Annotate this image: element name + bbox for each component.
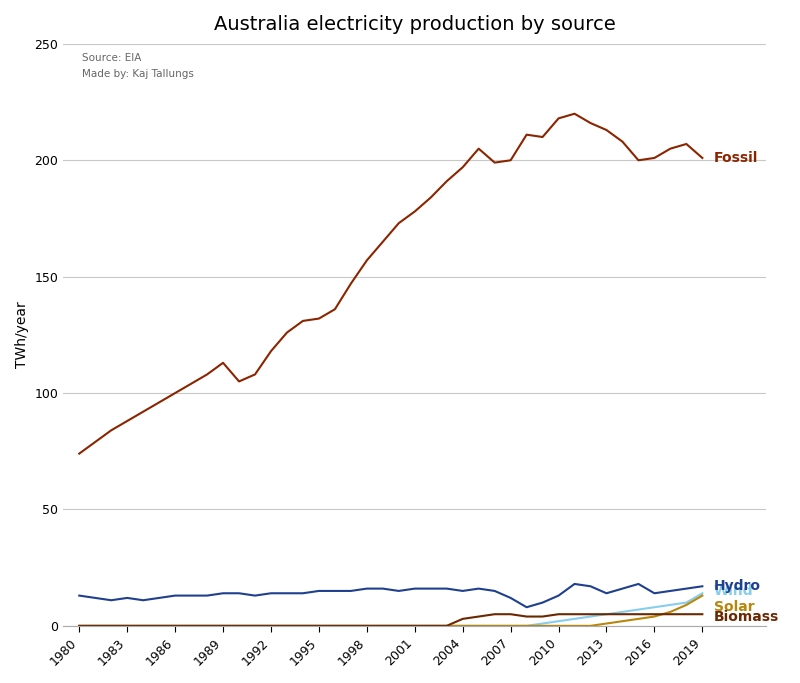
Text: Wind: Wind [714, 584, 753, 598]
Text: Source: EIA: Source: EIA [82, 53, 142, 64]
Title: Australia electricity production by source: Australia electricity production by sour… [214, 15, 616, 34]
Y-axis label: TWh/year: TWh/year [15, 301, 29, 368]
Text: Solar: Solar [714, 600, 754, 614]
Text: Biomass: Biomass [714, 609, 778, 624]
Text: Hydro: Hydro [714, 579, 761, 594]
Text: Fossil: Fossil [714, 151, 758, 165]
Text: Made by: Kaj Tallungs: Made by: Kaj Tallungs [82, 70, 194, 79]
